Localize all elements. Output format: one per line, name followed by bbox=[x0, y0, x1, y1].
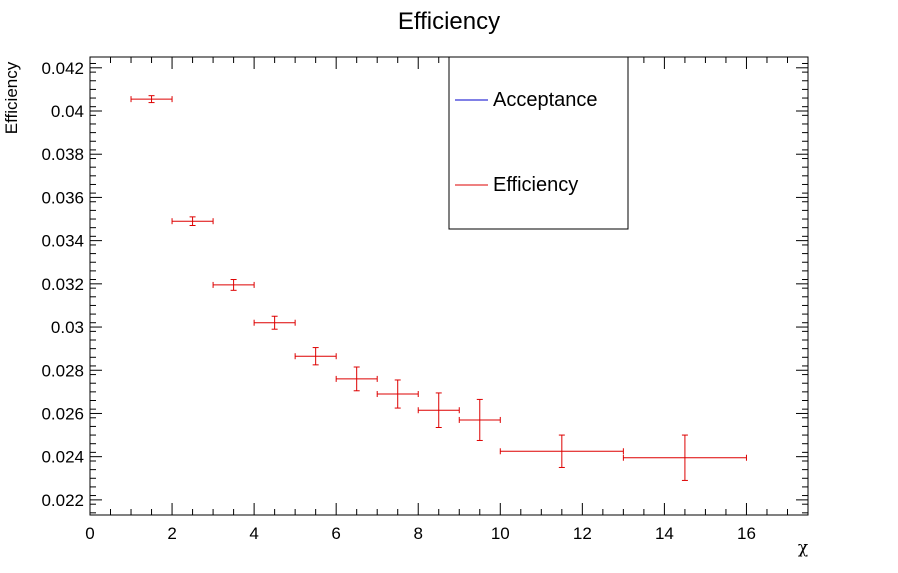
y-axis-tick-label: 0.034 bbox=[41, 232, 84, 251]
efficiency-data-point bbox=[376, 379, 419, 409]
y-axis-tick-label: 0.032 bbox=[41, 275, 84, 294]
y-axis-tick-label: 0.038 bbox=[41, 145, 84, 164]
y-axis-tick-label: 0.026 bbox=[41, 404, 84, 423]
efficiency-data-point bbox=[622, 434, 747, 481]
legend-efficiency-label: Efficiency bbox=[493, 174, 578, 196]
x-axis-tick-label: 8 bbox=[413, 524, 422, 543]
x-axis-tick-label: 12 bbox=[573, 524, 592, 543]
efficiency-series bbox=[130, 95, 747, 481]
y-axis-tick-label: 0.042 bbox=[41, 59, 84, 78]
efficiency-data-point bbox=[294, 347, 337, 366]
y-axis-tick-label: 0.028 bbox=[41, 361, 84, 380]
efficiency-data-point bbox=[171, 216, 214, 227]
y-axis-tick-label: 0.03 bbox=[51, 318, 84, 337]
x-axis-label: χ bbox=[798, 538, 808, 558]
legend: Acceptance Efficiency bbox=[448, 56, 629, 230]
efficiency-data-point bbox=[212, 279, 255, 291]
x-axis: 0 2 4 6 8 10 12 14 16 bbox=[85, 57, 788, 543]
efficiency-data-point bbox=[130, 95, 173, 104]
y-axis: 0.022 0.024 0.026 0.028 0.03 0.032 0.034 0.036 0… bbox=[41, 59, 808, 514]
x-axis-tick-label: 14 bbox=[655, 524, 674, 543]
x-axis-tick-label: 0 bbox=[85, 524, 94, 543]
efficiency-data-point bbox=[253, 315, 296, 330]
x-axis-tick-label: 6 bbox=[331, 524, 340, 543]
chart-title: Efficiency bbox=[398, 8, 500, 35]
x-axis-tick-label: 4 bbox=[249, 524, 258, 543]
x-axis-tick-label: 2 bbox=[167, 524, 176, 543]
efficiency-data-point bbox=[458, 398, 501, 441]
y-axis-tick-label: 0.022 bbox=[41, 491, 84, 510]
legend-box bbox=[448, 56, 629, 230]
efficiency-data-point bbox=[335, 366, 378, 392]
efficiency-data-point bbox=[499, 434, 624, 468]
y-axis-tick-label: 0.04 bbox=[51, 102, 84, 121]
y-axis-label: Efficiency bbox=[2, 61, 21, 134]
x-axis-tick-label: 10 bbox=[491, 524, 510, 543]
y-axis-tick-label: 0.036 bbox=[41, 188, 84, 207]
efficiency-data-point bbox=[417, 392, 460, 429]
legend-acceptance-label: Acceptance bbox=[493, 89, 598, 111]
x-axis-tick-label: 16 bbox=[737, 524, 756, 543]
y-axis-tick-label: 0.024 bbox=[41, 448, 84, 467]
